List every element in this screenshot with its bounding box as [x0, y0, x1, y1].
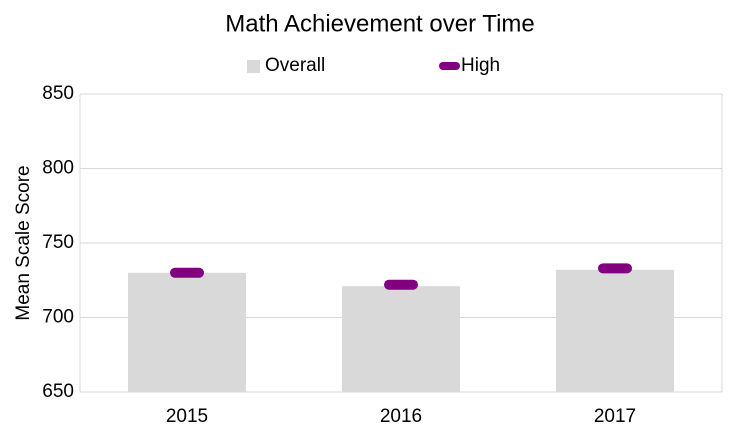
- bar: [342, 286, 460, 392]
- y-tick-label: 850: [42, 83, 74, 104]
- bar: [556, 269, 674, 392]
- y-tick-label: 800: [42, 158, 74, 179]
- y-tick-label: 750: [42, 232, 74, 253]
- y-tick-label: 700: [42, 307, 74, 328]
- legend-label: Overall: [265, 55, 325, 76]
- legend-swatch: [247, 60, 260, 73]
- legend-label: High: [461, 55, 500, 76]
- chart-title: Math Achievement over Time: [225, 10, 534, 37]
- x-tick-label: 2017: [594, 406, 636, 427]
- x-tick-label: 2016: [380, 406, 422, 427]
- y-tick-label: 650: [42, 381, 74, 402]
- bar: [128, 272, 246, 392]
- y-axis-label: Mean Scale Score: [13, 165, 34, 320]
- x-tick-label: 2015: [166, 406, 208, 427]
